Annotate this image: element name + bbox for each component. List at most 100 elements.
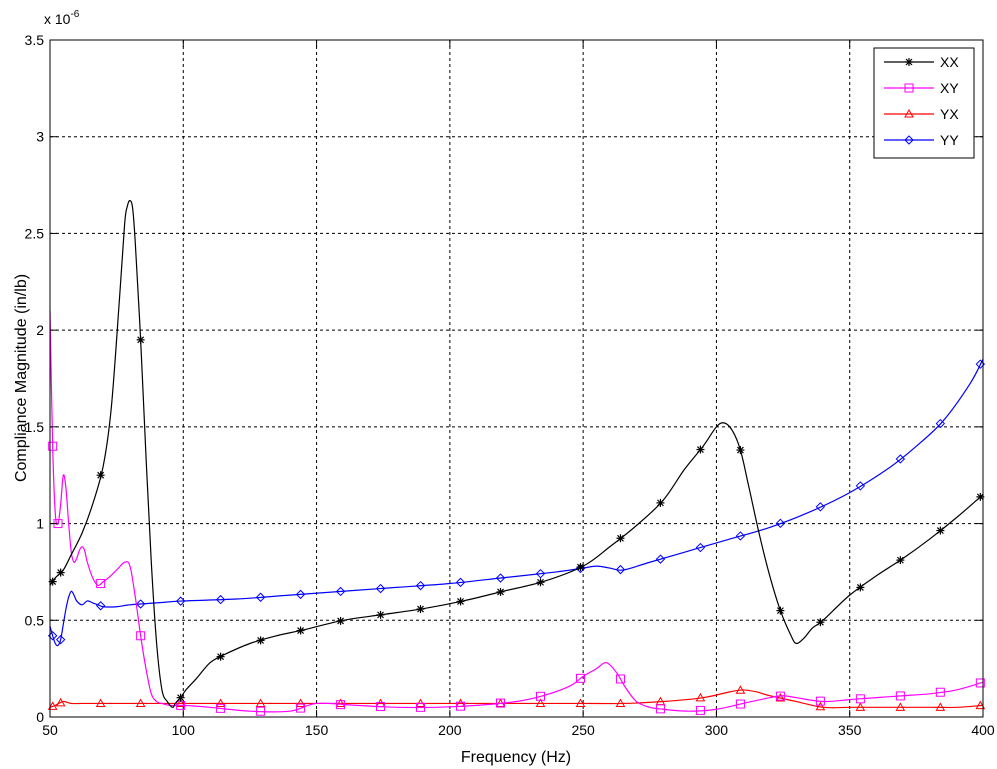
series-yy-marker — [655, 554, 666, 564]
series-yx-marker — [975, 700, 986, 710]
series-yx-marker — [775, 693, 786, 702]
series-xx-marker-stroke — [936, 527, 944, 534]
tick-labels: 50 100 150 200 250 300 350 400 0 0.5 1 1.5 2 2.5 3 3.5 — [25, 32, 995, 738]
series-yx-marker — [855, 702, 866, 711]
series-xx-marker — [136, 335, 145, 344]
series-xx-marker — [696, 445, 705, 454]
series-xx-marker — [496, 587, 505, 596]
series-xx-marker-stroke — [457, 598, 464, 605]
y-tick-label: 0 — [36, 709, 44, 725]
series-xx-marker — [856, 583, 865, 592]
series-xx-marker — [256, 636, 265, 645]
series-yy-marker — [935, 418, 946, 429]
series-yy-marker — [895, 454, 906, 464]
series-yx-line — [49, 689, 984, 709]
series-xy-marker — [256, 706, 266, 716]
legend-marker-xx — [905, 58, 913, 66]
series-yy-marker — [295, 589, 306, 600]
series-yy-marker — [695, 542, 706, 553]
series-yy-marker — [535, 568, 546, 579]
series-xy-marker — [416, 702, 426, 712]
series-xy-marker — [695, 705, 705, 715]
series-yy-marker — [95, 601, 106, 611]
series-xx-marker-stroke — [776, 607, 784, 615]
series-yy-marker — [855, 481, 866, 491]
series-xx-marker-stroke — [617, 534, 624, 542]
series-yy-marker — [775, 518, 786, 529]
series-yx-marker — [735, 685, 746, 694]
series-xy-marker — [535, 691, 545, 701]
legend-marker-xx-stroke — [905, 58, 913, 66]
y-tick-label: 3 — [36, 129, 44, 145]
series-xy-marker — [136, 631, 146, 641]
series-yy-marker — [55, 634, 66, 645]
series-xx-marker — [96, 471, 105, 480]
x-tick-label: 350 — [838, 722, 862, 738]
series-layer — [47, 199, 986, 716]
x-tick-label: 300 — [705, 722, 729, 738]
x-axis-label: Frequency (Hz) — [461, 749, 571, 766]
series-xy — [48, 310, 985, 716]
series-xx-marker-stroke — [49, 578, 57, 586]
series-xx-marker-stroke — [657, 499, 664, 507]
series-xx-marker-stroke — [537, 578, 544, 586]
series-yx-marker — [47, 701, 58, 710]
series-yy-marker — [815, 502, 826, 512]
legend-box — [873, 47, 975, 159]
series-xx-marker-stroke — [57, 569, 65, 576]
series-xy-marker — [655, 704, 665, 714]
series-xx-marker-stroke — [497, 588, 504, 596]
ticks — [49, 39, 984, 718]
y-tick-label: 2.5 — [25, 225, 45, 241]
legend-label-xx: XX — [940, 54, 959, 70]
series-xx-marker-stroke — [177, 694, 185, 702]
y-tick-label: 3.5 — [25, 32, 45, 48]
series-xx-marker — [456, 597, 465, 606]
series-yx-marker — [255, 698, 266, 707]
series-yx-marker — [175, 698, 186, 707]
series-xx-marker — [656, 498, 665, 507]
series-xx-marker-stroke — [97, 471, 105, 479]
series-yx-marker — [695, 692, 706, 702]
series-yx-marker — [815, 701, 826, 711]
series-xy-marker — [496, 698, 506, 708]
series-xy-marker — [48, 441, 58, 451]
series-xx-marker-stroke — [976, 493, 984, 501]
series-xx-marker-stroke — [337, 617, 344, 625]
series-xy-line — [49, 310, 984, 713]
series-yx-marker — [95, 698, 106, 707]
series-xx-marker — [336, 616, 345, 625]
series-yy-marker — [415, 580, 426, 591]
series-xx-marker — [56, 568, 65, 577]
plot-area — [50, 40, 983, 717]
series-xy-marker — [376, 702, 386, 712]
series-xx-marker — [896, 556, 905, 565]
series-yy-marker — [615, 564, 626, 575]
series-yx-marker — [135, 698, 146, 707]
series-yy-marker — [455, 577, 466, 588]
series-xx-marker-stroke — [856, 583, 864, 591]
series-xy-marker — [336, 700, 346, 710]
series-yy-marker — [375, 583, 386, 594]
x-tick-label: 100 — [172, 722, 196, 738]
series-xy-marker — [575, 673, 585, 683]
series-yx-marker — [575, 698, 586, 707]
series-xx-marker — [576, 563, 585, 572]
series-yy-marker — [175, 596, 186, 606]
series-xy-marker — [935, 687, 945, 697]
series-xx-marker — [176, 693, 185, 702]
series-yx-marker — [895, 702, 906, 711]
legend-label-xy: XY — [940, 80, 959, 96]
series-yx-marker — [295, 698, 306, 707]
series-xx — [48, 199, 985, 708]
series-xy-marker — [216, 703, 226, 713]
series-xx-marker-stroke — [697, 446, 704, 453]
series-xy-marker — [735, 699, 745, 709]
x-tick-label: 150 — [305, 722, 329, 738]
y-tick-label: 1.5 — [25, 419, 45, 435]
legend-label-yy: YY — [940, 132, 959, 148]
series-xx-marker-stroke — [896, 556, 904, 564]
legend-label-yx: YX — [940, 106, 959, 122]
legend-marker-yy — [904, 135, 914, 145]
series-yy-marker — [735, 531, 746, 541]
